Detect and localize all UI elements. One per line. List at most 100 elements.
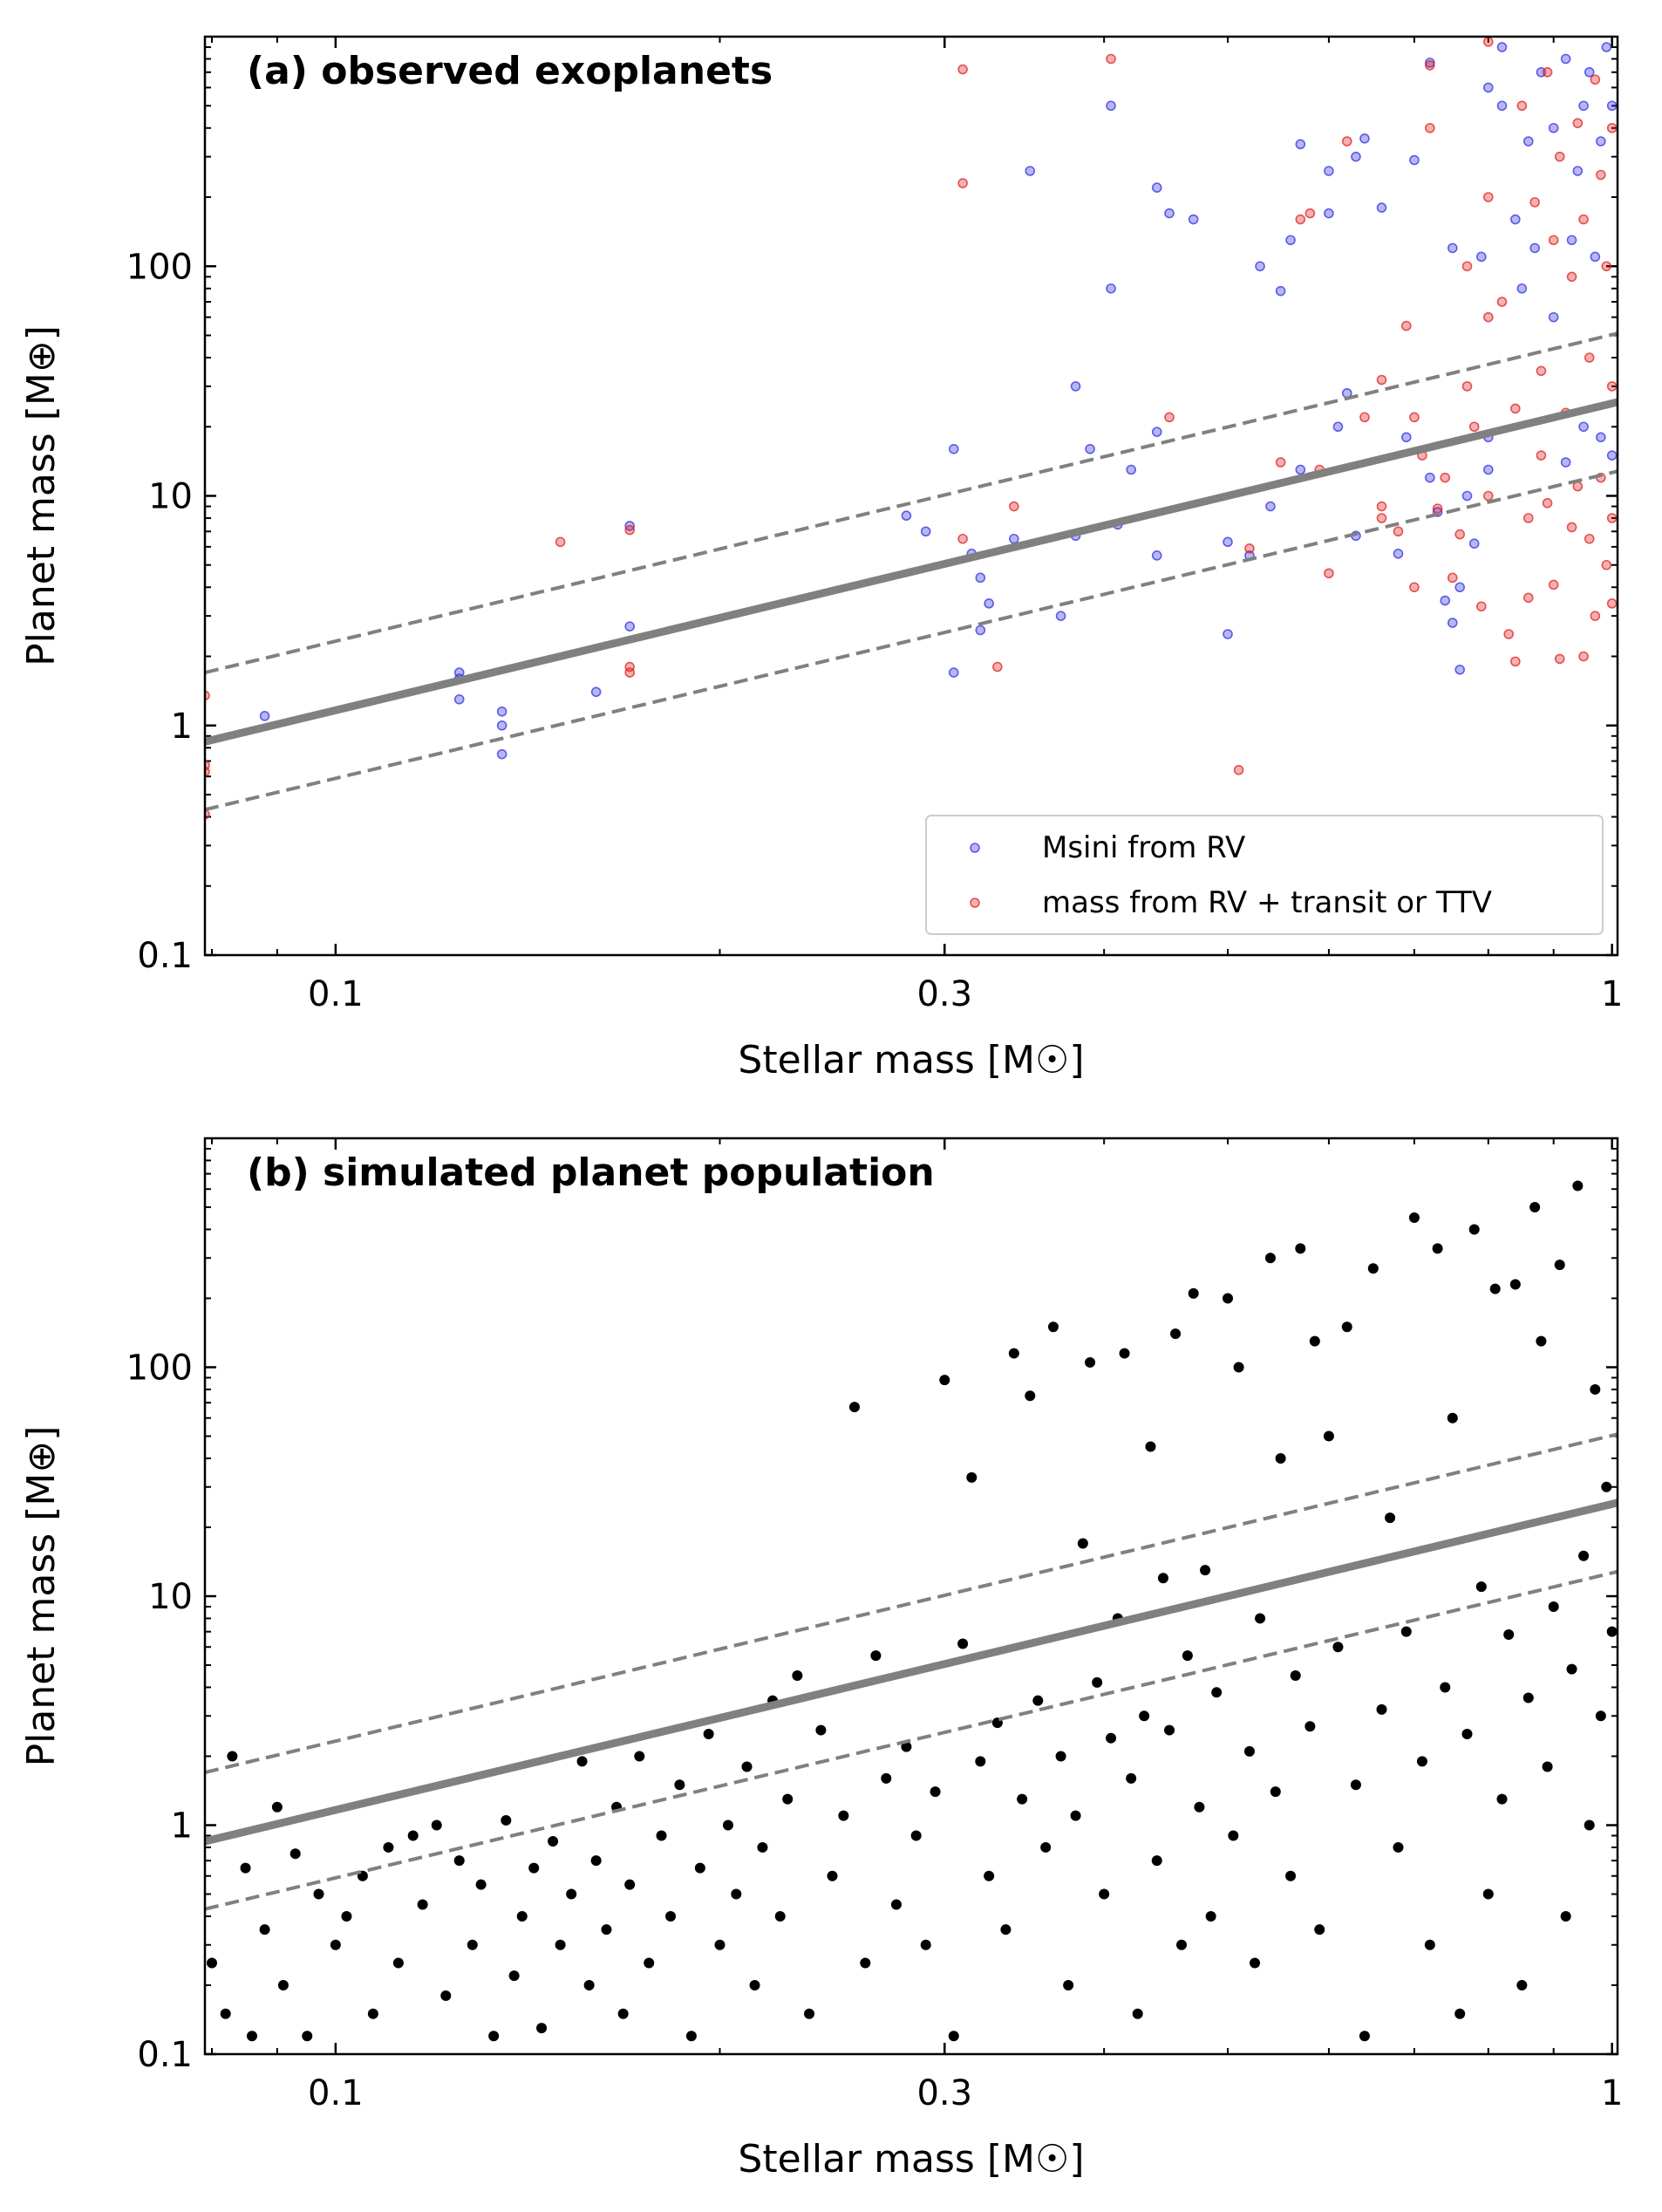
data-point [1447, 1412, 1458, 1423]
y-tick-label: 0.1 [137, 2035, 193, 2075]
data-point [1584, 352, 1595, 363]
data-point [1516, 100, 1528, 112]
data-point [901, 1741, 912, 1752]
data-point [1151, 1855, 1162, 1867]
data-point [1554, 653, 1565, 665]
data-point [1314, 1924, 1325, 1936]
data-point [1424, 1939, 1435, 1950]
data-point [984, 1870, 995, 1881]
data-point [488, 2031, 500, 2042]
data-point [1151, 427, 1162, 437]
data-point [496, 748, 507, 760]
data-point [1106, 53, 1116, 65]
data-point [948, 667, 959, 678]
data-point [1572, 118, 1584, 128]
data-point [1324, 208, 1334, 219]
data-point [1461, 381, 1473, 392]
data-point [624, 524, 635, 536]
panel-b-frame [203, 1137, 1619, 2056]
data-point [1572, 166, 1584, 176]
panel-b-plot-area: 0.1 0.3 1 0.1 1 10 100 [126, 1137, 1623, 2113]
data-point [1250, 1957, 1261, 1969]
data-point [1393, 548, 1404, 559]
data-point [1548, 1601, 1559, 1613]
data-point [1483, 82, 1494, 93]
data-point [1264, 1253, 1276, 1264]
data-point [1025, 1390, 1036, 1402]
data-point [1350, 1779, 1361, 1791]
data-point [1106, 100, 1116, 112]
data-point [1461, 1729, 1473, 1740]
data-point [1275, 285, 1286, 297]
y-tick-label: 1 [171, 1806, 193, 1847]
panel-b-x-axis-label: Stellar mass [M☉] [738, 2137, 1084, 2181]
data-point [1461, 261, 1473, 272]
data-point [1432, 1243, 1443, 1254]
data-point [1000, 1924, 1012, 1936]
data-point [1566, 1663, 1577, 1675]
data-point [1385, 1512, 1396, 1524]
data-point [1255, 1613, 1266, 1624]
data-point [1400, 320, 1412, 331]
data-point [694, 1862, 705, 1874]
series-1 [205, 37, 1618, 820]
data-point [1359, 2031, 1370, 2042]
data-point [1601, 1481, 1612, 1492]
data-point [1606, 381, 1618, 392]
x-tick-label: 1 [1601, 2073, 1623, 2113]
data-point [1542, 497, 1553, 509]
data-point [1164, 412, 1175, 423]
data-point [1009, 501, 1019, 512]
data-point [1536, 1335, 1547, 1347]
panel-b-ticks: 0.1 0.3 1 0.1 1 10 100 [126, 1138, 1623, 2113]
data-point [1409, 412, 1420, 423]
data-point [860, 1957, 871, 1969]
x-tick-label: 0.3 [916, 974, 972, 1014]
data-point [1393, 1841, 1404, 1853]
data-point [508, 1970, 520, 1982]
data-point [1596, 432, 1606, 443]
data-point [1566, 271, 1577, 283]
data-point [1233, 1362, 1244, 1373]
data-point [1106, 283, 1116, 294]
data-point [566, 1888, 577, 1900]
data-point [259, 1924, 270, 1936]
data-point [1606, 513, 1618, 523]
data-point [1233, 764, 1244, 775]
data-point [590, 1855, 602, 1867]
data-point [1290, 1670, 1301, 1682]
data-point [1200, 1565, 1211, 1576]
data-point [1483, 464, 1494, 475]
data-point [1468, 421, 1480, 433]
data-point [901, 510, 912, 521]
data-point [313, 1888, 324, 1900]
data-point [1063, 1979, 1074, 1990]
data-point [1536, 365, 1547, 377]
data-point [1176, 1939, 1188, 1950]
fit-line [205, 398, 1618, 746]
data-point [453, 693, 465, 705]
data-point [1496, 100, 1508, 112]
data-point [624, 661, 635, 672]
panel-a-frame [203, 35, 1619, 957]
data-point [948, 443, 959, 454]
data-point [920, 1939, 931, 1950]
panel-a-data [205, 37, 1618, 820]
legend-marker-msini [970, 843, 980, 853]
data-point [1151, 550, 1162, 561]
data-point [1529, 1202, 1541, 1213]
data-point [1584, 66, 1595, 78]
panel-b-data [205, 1180, 1618, 2042]
data-point [624, 621, 635, 632]
data-point [1188, 214, 1199, 225]
data-point [431, 1819, 442, 1831]
data-point [1468, 1224, 1480, 1235]
data-point [1425, 58, 1435, 68]
data-point [1554, 151, 1565, 162]
data-point [501, 1814, 512, 1826]
data-point [975, 625, 986, 636]
data-point [1476, 251, 1487, 263]
data-point [341, 1910, 352, 1922]
data-point [792, 1670, 803, 1682]
data-point [206, 1957, 217, 1969]
